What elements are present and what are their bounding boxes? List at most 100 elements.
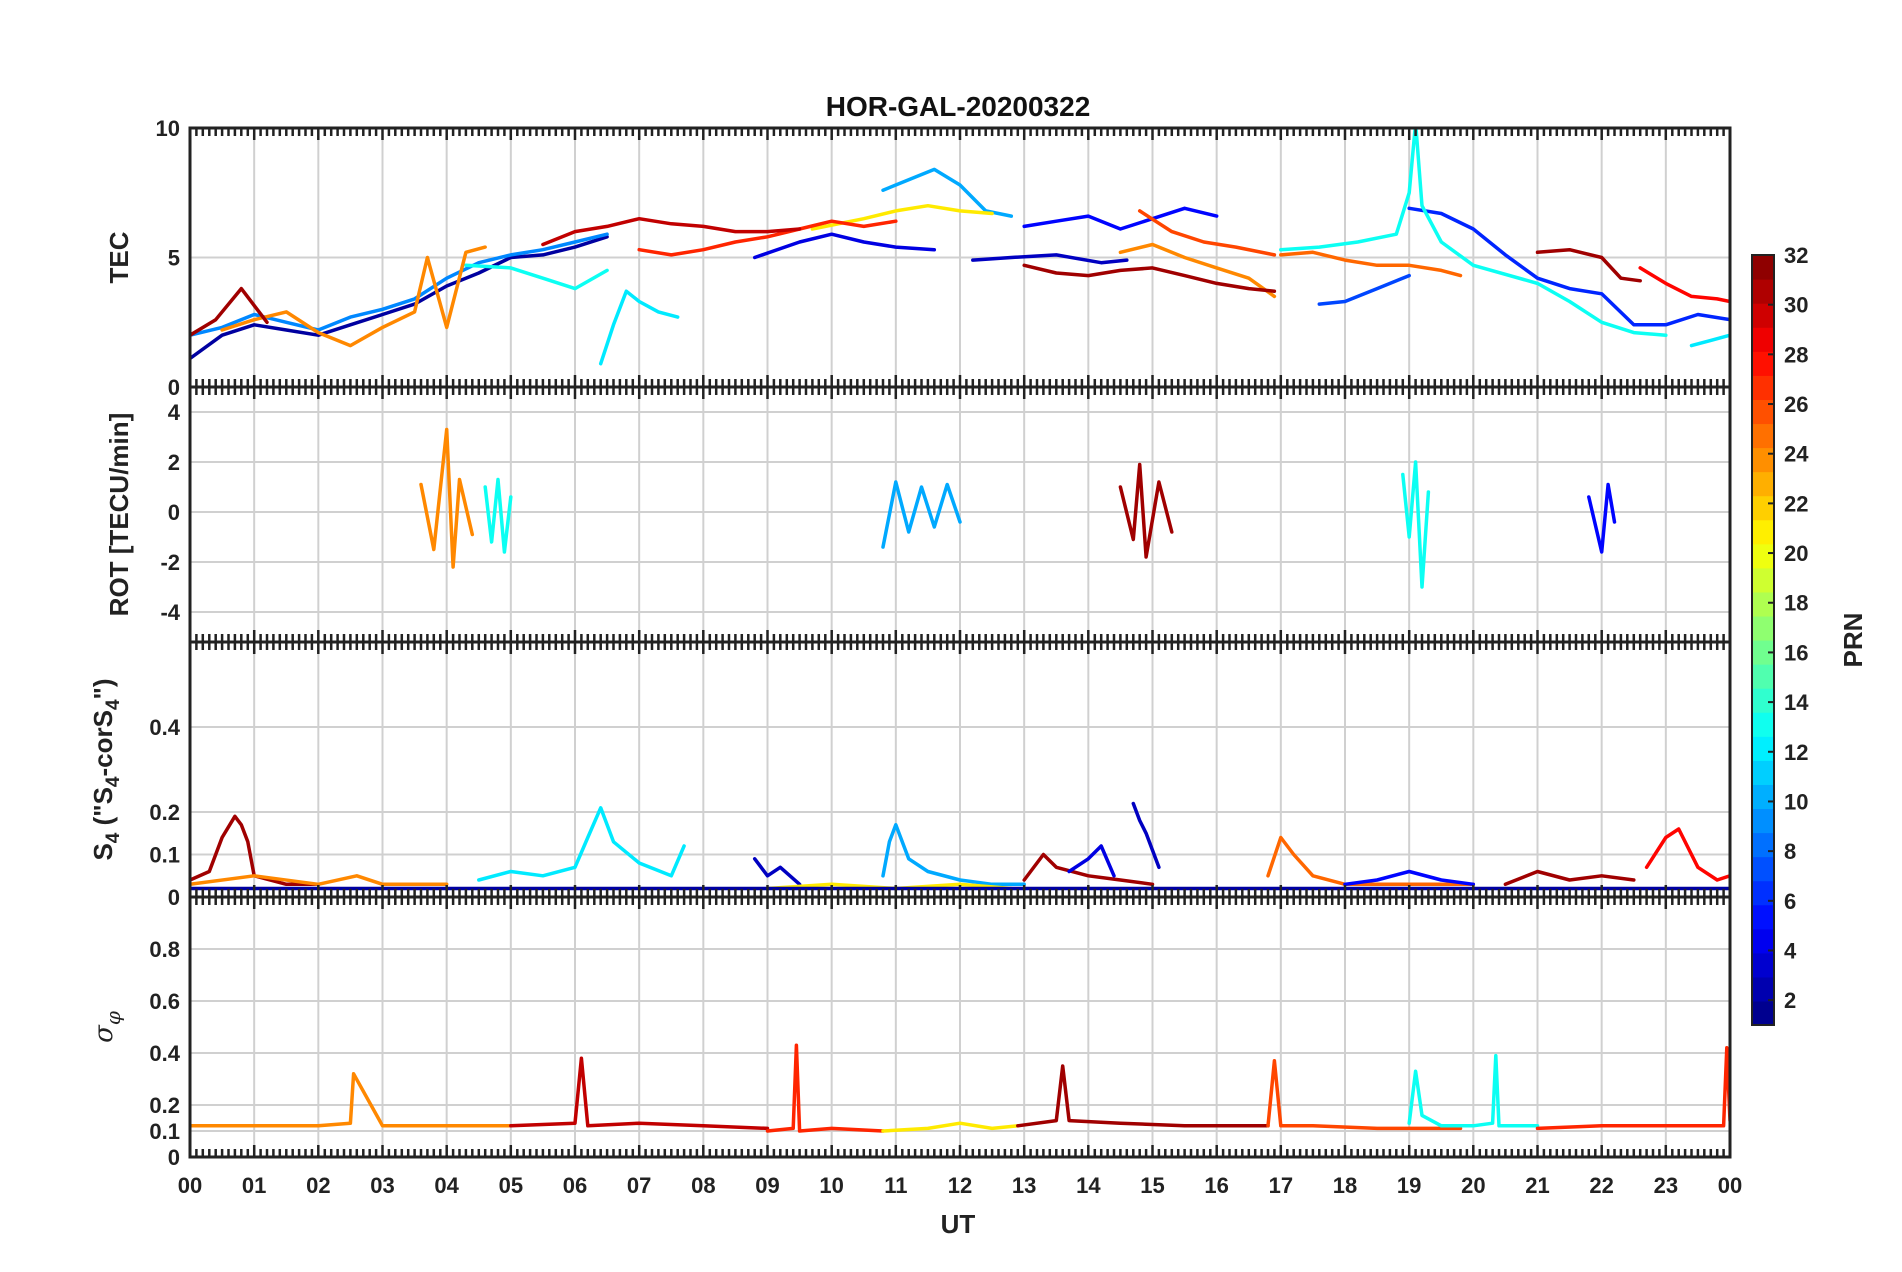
series-line-tec-prn31-20	[190, 286, 269, 337]
series-line-s4-prn31-6	[1022, 852, 1155, 887]
series-line-s4-prn3-3	[752, 857, 802, 887]
y-tick-label: 0.6	[149, 989, 180, 1014]
series-line-s4-prn31-0	[190, 814, 321, 887]
tick-marks-s4	[188, 642, 1732, 897]
series-line-tec-prn21-12	[810, 203, 994, 231]
series-line-s4-prn4-7	[1067, 844, 1116, 878]
colorbar-tick-label: 28	[1784, 342, 1808, 367]
panel-tec: 0 5 10 TEC	[104, 116, 1732, 400]
colorbar-tick-label: 4	[1784, 938, 1797, 963]
y-tick-label: 0.4	[149, 715, 180, 740]
x-tick-label: 00	[178, 1173, 202, 1198]
colorbar-swatch	[1752, 784, 1774, 810]
x-tick-label: 19	[1397, 1173, 1421, 1198]
series-line-tec-prn27-16	[637, 219, 898, 257]
series-line-tec-prn13-10	[1279, 128, 1668, 337]
colorbar-swatch	[1752, 808, 1774, 834]
series-line-tec-prn3-2	[971, 253, 1129, 265]
x-tick-label: 16	[1204, 1173, 1228, 1198]
series-line-tec-prn24-13	[220, 245, 487, 348]
colorbar-swatch	[1752, 519, 1774, 545]
colorbar-swatch	[1752, 303, 1774, 328]
series-line-s4-prn12-2	[477, 806, 686, 882]
colorbar-label: PRN	[1838, 613, 1868, 668]
colorbar-swatch	[1752, 712, 1774, 737]
series-line-tec-prn31-22	[1535, 247, 1642, 283]
series-line-tec-prn6-4	[1407, 206, 1730, 327]
chart-title: HOR-GAL-20200322	[826, 91, 1091, 122]
y-tick-label: 0	[168, 885, 180, 910]
colorbar-swatch	[1752, 640, 1774, 665]
colorbar-tick-label: 22	[1784, 491, 1808, 516]
colorbar-swatch	[1752, 615, 1774, 641]
series-line-sigma_phi-prn30-1	[509, 1056, 770, 1131]
x-tick-label: 06	[563, 1173, 587, 1198]
colorbar-tick-label: 10	[1784, 789, 1808, 814]
colorbar-tick-label: 20	[1784, 541, 1808, 566]
colorbar-tick-label: 16	[1784, 640, 1808, 665]
colorbar-swatch	[1752, 327, 1774, 352]
x-tick-label: 20	[1461, 1173, 1485, 1198]
series-group-sigma_phi	[190, 1043, 1730, 1133]
series-group-rot	[419, 427, 1617, 589]
colorbar-swatch	[1752, 543, 1774, 569]
series-line-s4-prn31-11	[1503, 869, 1636, 887]
x-tick-label: 14	[1076, 1173, 1101, 1198]
colorbar-tick-label: 14	[1784, 690, 1809, 715]
colorbar-tick-label: 2	[1784, 988, 1796, 1013]
series-line-tec-prn28-18	[1638, 266, 1730, 304]
series-line-s4-prn5-10	[1343, 869, 1476, 887]
x-tick-label: 11	[884, 1173, 907, 1198]
x-tick-label: 22	[1589, 1173, 1613, 1198]
series-line-tec-prn9-6	[190, 232, 609, 337]
colorbar-tick-label: 26	[1784, 392, 1808, 417]
colorbar-swatch	[1752, 856, 1774, 882]
panel-s4: 0 0.1 0.2 0.4 S4 ("S4-corS4")	[88, 640, 1732, 910]
colorbar-swatch	[1752, 664, 1774, 689]
colorbar-swatch	[1752, 880, 1774, 906]
x-tick-label: 13	[1012, 1173, 1036, 1198]
series-line-sigma_phi-prn13-6	[1407, 1053, 1540, 1128]
y-tick-label: 5	[168, 246, 180, 271]
x-tick-label: 01	[242, 1173, 266, 1198]
colorbar-tick-label: 12	[1784, 740, 1808, 765]
series-line-sigma_phi-prn27-2	[765, 1043, 885, 1133]
series-line-tec-prn24-14	[1118, 242, 1277, 299]
series-line-tec-prn13-8	[464, 263, 609, 291]
series-line-tec-prn26-17	[1137, 209, 1277, 257]
series-line-tec-prn30-19	[541, 216, 802, 247]
series-line-sigma_phi-prn27-7	[1535, 1046, 1730, 1131]
colorbar-tick-label: 32	[1784, 243, 1808, 268]
x-tick-label: 12	[948, 1173, 972, 1198]
colorbar-swatch	[1752, 760, 1774, 785]
series-line-rot-prn13-0	[483, 477, 513, 554]
y-tick-label: 0	[168, 1145, 180, 1170]
series-line-tec-prn12-9	[598, 289, 680, 366]
x-tick-label: 10	[819, 1173, 843, 1198]
colorbar-swatch	[1752, 567, 1774, 593]
tick-marks-sigma_phi	[188, 897, 1732, 1157]
colorbar-swatch	[1752, 904, 1774, 930]
series-line-s4-prn25-9	[1266, 835, 1476, 887]
colorbar-swatch	[1752, 423, 1774, 449]
colorbar-swatch	[1752, 375, 1774, 400]
series-line-tec-prn2-0	[190, 235, 609, 361]
series-line-rot-prn13-4	[1401, 460, 1431, 589]
y-tick-label: 0	[168, 375, 180, 400]
y-tick-label: 4	[168, 400, 181, 425]
y-axis-label-rot: ROT [TECU/min]	[104, 413, 134, 617]
series-line-rot-prn10-1	[881, 480, 962, 549]
colorbar-tick-label: 8	[1784, 839, 1796, 864]
series-line-tec-prn31-21	[1022, 263, 1277, 293]
x-tick-label: 07	[627, 1173, 651, 1198]
colorbar-tick-label: 18	[1784, 591, 1808, 616]
colorbar-swatch	[1752, 976, 1774, 1002]
series-line-tec-prn12-11	[1689, 333, 1730, 348]
tick-marks-rot	[188, 387, 1732, 642]
series-line-sigma_phi-prn31-4	[1016, 1064, 1270, 1128]
colorbar-swatch	[1752, 399, 1774, 425]
colorbar-swatch	[1752, 1000, 1774, 1026]
y-tick-label: 0.4	[149, 1041, 180, 1066]
